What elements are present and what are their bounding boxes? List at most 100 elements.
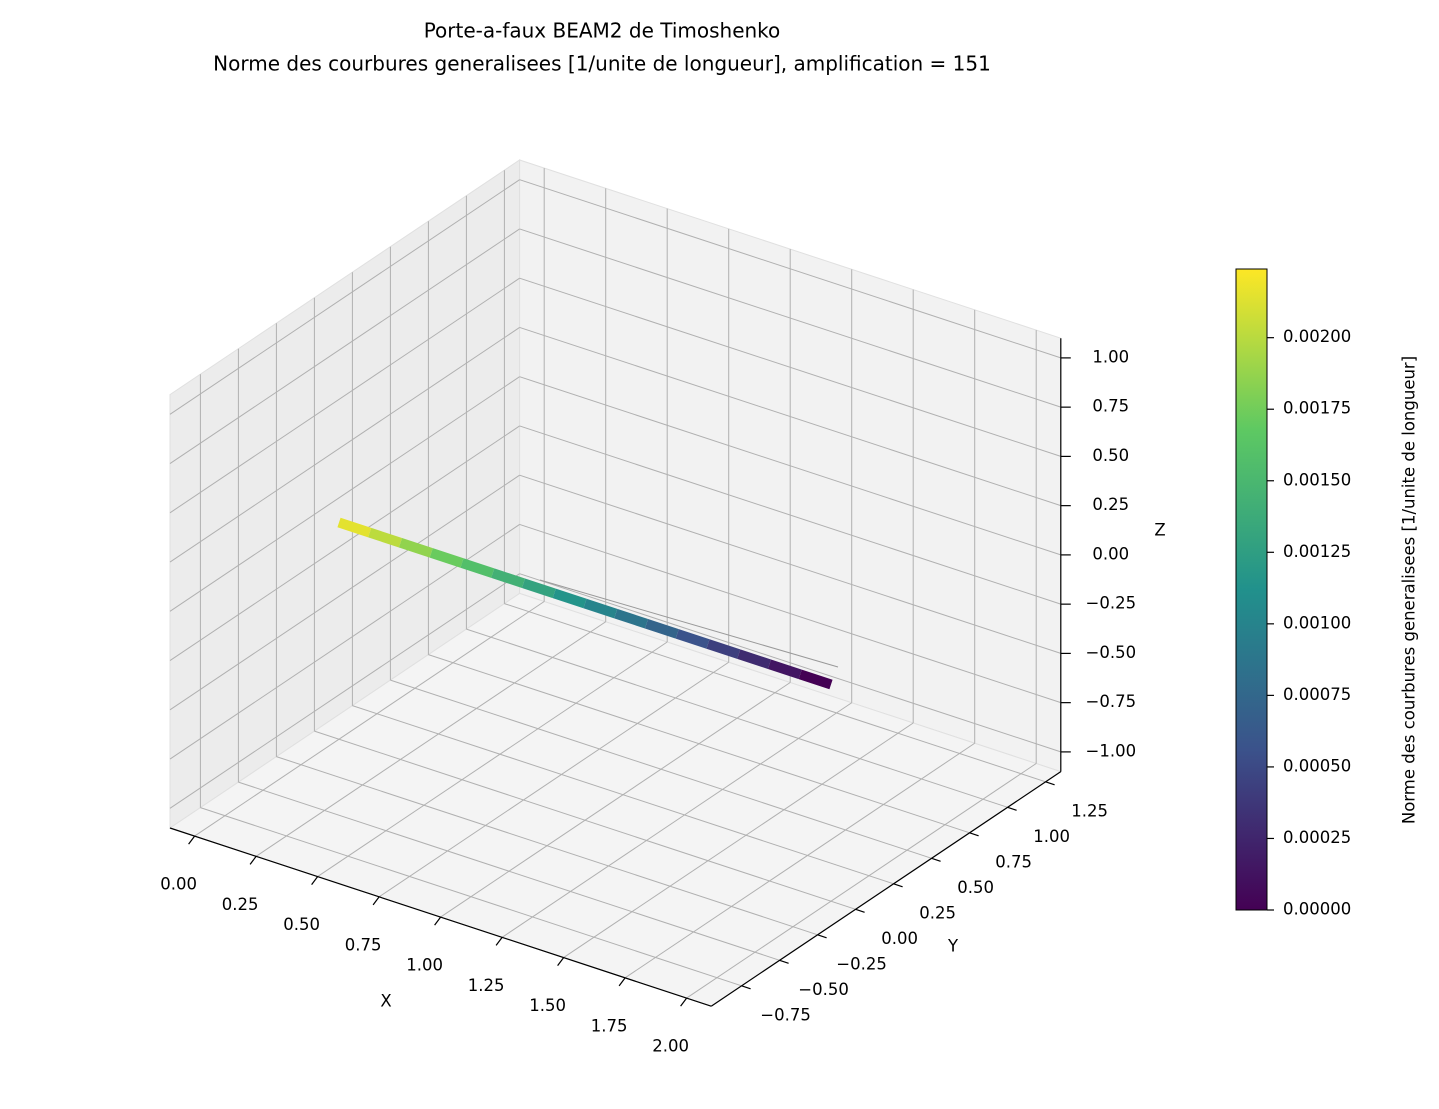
grid-line	[504, 603, 1046, 783]
grid-line	[169, 474, 520, 711]
grid-line	[317, 641, 668, 878]
tick-mark	[741, 985, 751, 990]
beam-segment	[767, 659, 802, 680]
colorbar-tick-label: 0.00175	[1283, 399, 1351, 418]
y-tick-label: −0.50	[798, 980, 849, 999]
tick-mark	[311, 876, 319, 885]
grid-line	[378, 661, 729, 898]
z-tick-label: −1.00	[1086, 741, 1137, 760]
x-tick-label: 0.50	[283, 915, 320, 934]
grid-line	[466, 628, 1008, 808]
z-tick-label: 1.00	[1092, 347, 1129, 366]
x-axis-label: X	[380, 992, 391, 1011]
z-tick-label: −0.75	[1086, 692, 1137, 711]
grid-line	[200, 807, 742, 987]
z-tick-label: 0.75	[1092, 397, 1129, 416]
grid-line	[519, 425, 1061, 605]
beam-segment	[491, 568, 526, 588]
tick-mark	[434, 916, 442, 926]
y-tick-label: 0.50	[957, 878, 994, 897]
beam-segment	[460, 558, 495, 578]
grid-line	[169, 425, 520, 661]
colorbar-tick-label: 0.00125	[1283, 542, 1351, 561]
colorbar-tick-label: 0.00150	[1283, 470, 1351, 489]
x-tick-label: 0.25	[222, 895, 259, 914]
y-tick-label: −0.75	[760, 1005, 811, 1024]
beam-segment	[583, 598, 618, 619]
grid-line	[519, 277, 1061, 457]
colorbar-tick-label: 0.00025	[1283, 828, 1351, 847]
y-axis-label: Y	[947, 937, 959, 956]
beam-segment	[737, 649, 772, 669]
grid-line	[428, 654, 970, 834]
grid-line	[169, 228, 520, 464]
colorbar	[1235, 268, 1268, 911]
tick-mark	[817, 934, 827, 939]
x-tick-label: 0.75	[345, 935, 382, 954]
panes	[168, 159, 1062, 1007]
z-axis-label: Z	[1154, 521, 1165, 540]
tick-mark	[1007, 806, 1017, 811]
grid-line	[194, 601, 545, 837]
grid-line	[519, 326, 1061, 507]
grid-line	[519, 179, 1061, 359]
tick-mark	[557, 957, 565, 966]
colorbar-tick-label: 0.00200	[1283, 327, 1351, 346]
y-tick-label: 0.00	[881, 929, 918, 948]
beam-segment	[675, 629, 710, 649]
grid-line	[238, 781, 780, 961]
beam	[337, 517, 833, 690]
x-tick-label: 1.75	[591, 1016, 628, 1035]
tick-mark	[495, 936, 503, 946]
grid-line	[519, 573, 1061, 753]
grid-line	[501, 702, 852, 938]
grid-line	[169, 376, 520, 612]
tick-mark	[855, 908, 865, 913]
z-tick-label: 0.00	[1092, 544, 1129, 563]
grid-line	[686, 763, 1037, 999]
grid-line	[169, 573, 520, 809]
colorbar-axis: 0.00000 0.00025 0.00050 0.00075 0.00100 0.001…	[1267, 327, 1351, 919]
z-tick-label: 0.50	[1092, 446, 1129, 465]
tick-mark	[1045, 781, 1055, 786]
x-tick-label: 0.00	[160, 875, 197, 894]
chart-title: Porte-a-faux BEAM2 de Timoshenko	[424, 19, 781, 43]
grid-line	[276, 756, 818, 936]
beam-segment	[706, 639, 741, 659]
grid-line	[169, 277, 520, 514]
y-axis	[710, 771, 1062, 1007]
beam-segment	[552, 588, 587, 609]
y-tick-label: −0.25	[836, 954, 887, 973]
z-tick-label: 0.25	[1092, 495, 1129, 514]
y-tick-label: 0.25	[919, 903, 956, 922]
grid-line	[519, 474, 1061, 654]
beam-segment	[798, 669, 833, 690]
axes: 0.000.250.500.751.001.251.501.752.00−0.7…	[160, 338, 1137, 1056]
colorbar-tick-label: 0.00075	[1283, 685, 1351, 704]
grid-line	[519, 228, 1061, 408]
y-tick-label: 1.25	[1071, 801, 1108, 820]
x-tick-label: 1.25	[468, 976, 505, 995]
colorbar-tick-label: 0.00050	[1283, 756, 1351, 775]
x-tick-label: 2.00	[652, 1037, 689, 1056]
x-axis	[169, 827, 712, 1007]
colorbar-tick-label: 0.00000	[1283, 900, 1351, 919]
grid-line	[390, 679, 932, 859]
beam-segment	[521, 578, 556, 599]
tick-mark	[249, 855, 257, 865]
beam-segment	[368, 527, 403, 548]
beam-segment	[398, 538, 433, 558]
grid-line	[255, 621, 606, 857]
beam-segment	[337, 517, 372, 538]
tick-mark	[969, 832, 979, 837]
grid-line	[519, 523, 1061, 704]
beam-segment	[429, 548, 464, 568]
tick-mark	[618, 977, 626, 987]
x-tick-label: 1.50	[529, 996, 566, 1015]
grid-line	[314, 730, 856, 910]
colorbar-label: Norme des courbures generalisees [1/unit…	[1400, 356, 1419, 824]
beam-segment	[644, 619, 679, 639]
tick-mark	[188, 835, 196, 845]
grid-line	[169, 327, 520, 563]
